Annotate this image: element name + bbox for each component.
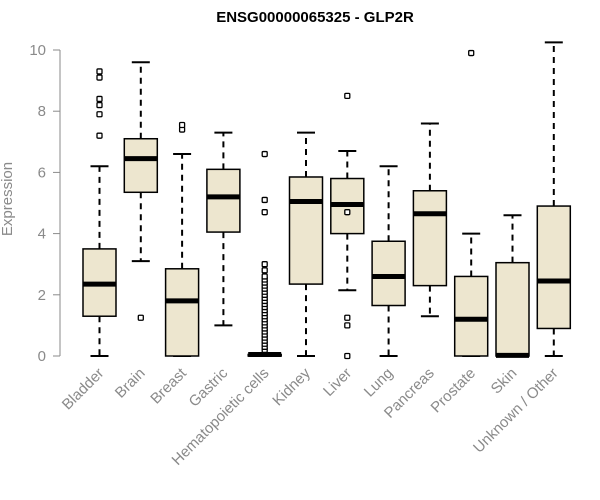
iqr-box (206, 168, 241, 233)
iqr-box (536, 205, 572, 330)
box-unknown-other (536, 41, 572, 357)
x-tick-label: Liver (320, 365, 355, 400)
outlier-point (344, 314, 351, 321)
box-skin (495, 214, 530, 358)
y-tick-label: 4 (38, 226, 46, 243)
outlier-point (261, 267, 268, 274)
chart-title: ENSG00000065325 - GLP2R (216, 9, 414, 26)
iqr-box (288, 176, 324, 285)
iqr-box (371, 240, 406, 307)
outlier-point (96, 101, 103, 109)
x-tick-label: Kidney (269, 364, 314, 409)
y-tick-label: 10 (29, 42, 46, 59)
outlier-point (96, 132, 103, 139)
outlier-point (96, 74, 103, 81)
outlier-point (344, 352, 351, 360)
outlier-point (344, 322, 351, 329)
x-tick-label: Prostate (427, 365, 479, 417)
box-bladder (82, 68, 117, 357)
box-prostate (453, 49, 489, 357)
outlier-point (344, 92, 351, 100)
outlier-point (261, 273, 268, 280)
iqr-box (453, 275, 489, 357)
box-hematopoietic-cells (247, 150, 282, 357)
iqr-box (495, 261, 530, 357)
outlier-point (344, 209, 351, 216)
y-tick-label: 6 (38, 164, 46, 181)
iqr-box (123, 137, 159, 194)
box-lung (371, 165, 406, 357)
y-axis-label: Expression (0, 162, 16, 236)
outlier-point (96, 68, 103, 75)
outlier-point (261, 209, 268, 216)
y-axis: 0 2 4 6 8 10 (29, 42, 61, 365)
box-kidney (288, 131, 324, 357)
y-tick-label: 2 (38, 287, 46, 304)
box-brain (123, 61, 159, 321)
outlier-point (178, 121, 186, 129)
x-tick-label: Lung (361, 365, 397, 401)
iqr-box (412, 190, 448, 287)
y-tick-label: 8 (38, 103, 46, 120)
outlier-point (261, 261, 268, 268)
iqr-box (164, 268, 200, 357)
box-breast (164, 121, 200, 357)
outlier-point (137, 314, 144, 321)
x-tick-label: Breast (147, 364, 190, 407)
outlier-point (96, 95, 103, 103)
x-tick-label: Brain (112, 365, 149, 402)
outlier-point (96, 111, 103, 118)
outlier-point (468, 49, 475, 57)
outlier-point (261, 196, 268, 204)
box-pancreas (412, 122, 448, 318)
x-tick-label: Skin (488, 365, 521, 398)
y-tick-label: 0 (38, 348, 46, 365)
outlier-point (261, 150, 268, 158)
box-liver (330, 92, 365, 360)
box-gastric (206, 131, 241, 327)
x-tick-label: Bladder (59, 365, 108, 414)
plot-area (82, 41, 572, 360)
